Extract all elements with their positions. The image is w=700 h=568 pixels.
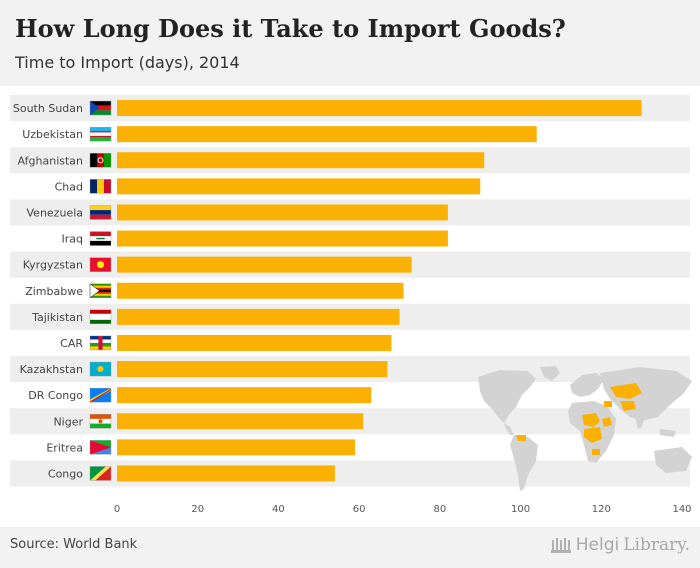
flag-afghanistan-icon: [89, 153, 112, 168]
flag-niger-icon: [89, 414, 112, 429]
flag-dr-congo-icon: [89, 387, 112, 403]
category-labels: South Sudan Uzbekistan Afghanistan Chad Vene…: [13, 102, 84, 480]
bar-kyrgyzstan: [117, 256, 412, 273]
flag-zimbabwe-icon: [89, 283, 112, 299]
category-label-eritrea: Eritrea: [46, 441, 83, 454]
bar-south-sudan: [117, 100, 642, 117]
x-tick-label-140: 140: [672, 504, 691, 515]
row-bg-congo: [10, 460, 690, 487]
flag-kyrgyzstan-icon: [89, 257, 112, 272]
flag-chad-icon: [89, 179, 112, 194]
bar-venezuela: [117, 204, 448, 221]
category-label-zimbabwe: Zimbabwe: [25, 285, 83, 298]
bar-tajikistan: [117, 308, 400, 325]
flag-venezuela-icon: [89, 205, 112, 220]
category-label-congo: Congo: [48, 467, 83, 480]
category-label-kazakhstan: Kazakhstan: [20, 363, 83, 376]
x-tick-label-60: 60: [353, 504, 366, 515]
x-tick-label-0: 0: [114, 504, 120, 515]
category-label-chad: Chad: [55, 180, 83, 193]
bar-dr-congo: [117, 387, 372, 404]
bar-kazakhstan: [117, 361, 388, 378]
bar-series: [117, 100, 642, 482]
x-tick-label-40: 40: [272, 504, 285, 515]
bar-afghanistan: [117, 152, 485, 169]
flag-kazakhstan-icon: [89, 361, 112, 377]
category-label-niger: Niger: [53, 415, 83, 428]
bar-niger: [117, 413, 364, 430]
flag-uzbekistan-icon: [89, 126, 112, 142]
category-label-uzbekistan: Uzbekistan: [22, 128, 83, 141]
category-label-venezuela: Venezuela: [27, 206, 84, 219]
flag-congo-icon: [89, 466, 112, 481]
flag-tajikistan-icon: [89, 309, 112, 325]
bar-iraq: [117, 230, 448, 247]
chart-subtitle: Time to Import (days), 2014: [15, 53, 240, 72]
helgi-library-logo[interactable]: Helgi Library.: [550, 535, 690, 555]
header: How Long Does it Take to Import Goods? T…: [0, 0, 700, 86]
bar-congo: [117, 465, 335, 482]
category-label-dr-congo: DR Congo: [28, 389, 83, 402]
chart-title: How Long Does it Take to Import Goods?: [15, 14, 566, 43]
bar-zimbabwe: [117, 282, 404, 299]
bar-eritrea: [117, 439, 356, 456]
bar-car: [117, 334, 392, 351]
world-map-icon: [478, 366, 692, 491]
x-tick-label-100: 100: [511, 504, 530, 515]
flag-iraq-icon: [89, 231, 112, 246]
category-label-tajikistan: Tajikistan: [31, 311, 83, 324]
category-label-kyrgyzstan: Kyrgyzstan: [23, 259, 83, 272]
bar-chart: South Sudan Uzbekistan Afghanistan Chad Vene…: [10, 95, 692, 515]
library-building-icon: [550, 538, 571, 553]
bar-chad: [117, 178, 481, 195]
x-tick-label-120: 120: [592, 504, 611, 515]
x-tick-label-20: 20: [191, 504, 204, 515]
category-label-iraq: Iraq: [62, 233, 84, 246]
flag-south-sudan-icon: [89, 100, 112, 116]
flags: [89, 100, 112, 481]
flag-car-icon: [89, 335, 112, 351]
logo-text-library: Library.: [623, 535, 690, 555]
x-axis: 0 20 40 60 80 100 120 140: [114, 504, 692, 515]
category-label-afghanistan: Afghanistan: [18, 154, 84, 167]
logo-text-helgi: Helgi: [575, 535, 620, 555]
bar-uzbekistan: [117, 126, 537, 143]
category-label-car: CAR: [60, 337, 83, 350]
source-note: Source: World Bank: [10, 537, 138, 552]
x-tick-label-80: 80: [433, 504, 446, 515]
footer: Source: World Bank Helgi Library.: [0, 527, 700, 568]
flag-eritrea-icon: [89, 440, 112, 455]
category-label-south-sudan: South Sudan: [13, 102, 83, 115]
